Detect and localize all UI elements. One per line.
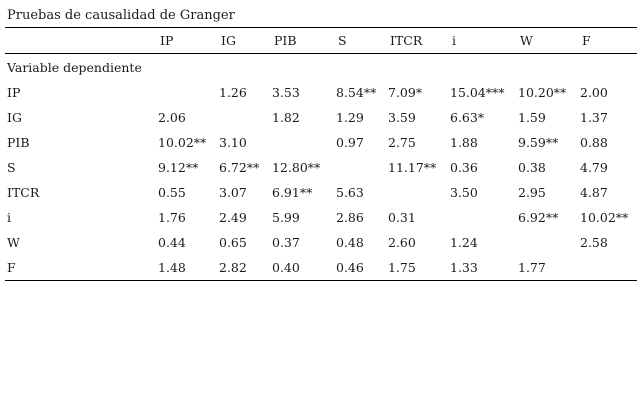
table-cell: 11.17** bbox=[388, 160, 437, 175]
table-row: ITCR 0.55 3.07 6.91** 5.63 3.50 2.95 4.8… bbox=[5, 180, 637, 205]
table-cell: 5.99 bbox=[272, 210, 300, 225]
row-label: W bbox=[7, 235, 20, 250]
table-cell: 2.60 bbox=[388, 235, 416, 250]
table-cell: 6.92** bbox=[518, 210, 559, 225]
col-header: IP bbox=[155, 27, 216, 54]
table-cell: 2.49 bbox=[219, 210, 247, 225]
table-cell: 3.07 bbox=[219, 185, 247, 200]
table-cell: 6.63* bbox=[450, 110, 485, 125]
table-cell: 1.37 bbox=[580, 110, 608, 125]
table-cell: 15.04*** bbox=[450, 85, 505, 100]
table-cell: 8.54** bbox=[336, 85, 377, 100]
row-label: IP bbox=[7, 85, 21, 100]
row-label: IG bbox=[7, 110, 22, 125]
table-cell: 3.59 bbox=[388, 110, 416, 125]
table-cell: 2.95 bbox=[518, 185, 546, 200]
table-cell: 0.55 bbox=[158, 185, 186, 200]
col-header: PIB bbox=[269, 27, 333, 54]
table-cell: 4.87 bbox=[580, 185, 608, 200]
table-row: i 1.76 2.49 5.99 2.86 0.31 6.92** 10.02*… bbox=[5, 205, 637, 230]
table-cell: 0.40 bbox=[269, 255, 333, 281]
table-cell bbox=[155, 80, 216, 105]
col-header: W bbox=[515, 27, 577, 54]
table-cell: 0.38 bbox=[518, 160, 546, 175]
table-cell: 6.72** bbox=[219, 160, 260, 175]
table-cell: 1.75 bbox=[385, 255, 447, 281]
table-cell: 2.86 bbox=[336, 210, 364, 225]
table-row: IP 1.26 3.53 8.54** 7.09* 15.04*** 10.20… bbox=[5, 80, 637, 105]
table-cell: 0.48 bbox=[336, 235, 364, 250]
header-corner bbox=[5, 27, 155, 54]
table-cell: 0.44 bbox=[158, 235, 186, 250]
col-header: S bbox=[333, 27, 385, 54]
table-cell bbox=[515, 230, 577, 255]
table-cell: 2.06 bbox=[158, 110, 186, 125]
row-label: F bbox=[5, 255, 155, 281]
table-cell: 2.82 bbox=[216, 255, 269, 281]
table-cell: 4.79 bbox=[580, 160, 608, 175]
table-cell: 1.24 bbox=[450, 235, 478, 250]
row-label: i bbox=[7, 210, 11, 225]
table-cell: 1.77 bbox=[515, 255, 577, 281]
table-cell: 1.88 bbox=[450, 135, 478, 150]
table-cell bbox=[385, 180, 447, 205]
table-cell: 10.02** bbox=[158, 135, 207, 150]
table-cell: 1.33 bbox=[447, 255, 515, 281]
table-cell: 1.48 bbox=[155, 255, 216, 281]
table-cell: 5.63 bbox=[336, 185, 364, 200]
col-header: i bbox=[447, 27, 515, 54]
row-label: ITCR bbox=[7, 185, 40, 200]
table-cell: 12.80** bbox=[272, 160, 321, 175]
table-cell bbox=[447, 205, 515, 230]
table-cell: 0.37 bbox=[272, 235, 300, 250]
col-header: F bbox=[577, 27, 637, 54]
table-cell bbox=[269, 130, 333, 155]
table-row: W 0.44 0.65 0.37 0.48 2.60 1.24 2.58 bbox=[5, 230, 637, 255]
row-label: S bbox=[7, 160, 16, 175]
table-row: F 1.48 2.82 0.40 0.46 1.75 1.33 1.77 bbox=[5, 255, 637, 281]
table-cell: 1.29 bbox=[336, 110, 364, 125]
table-cell bbox=[333, 155, 385, 180]
table-cell bbox=[216, 105, 269, 130]
granger-table: IP IG PIB S ITCR i W F Variable dependie… bbox=[5, 27, 637, 281]
table-cell: 10.02** bbox=[580, 210, 629, 225]
table-cell: 0.65 bbox=[219, 235, 247, 250]
table-row: PIB 10.02** 3.10 0.97 2.75 1.88 9.59** 0… bbox=[5, 130, 637, 155]
row-label: PIB bbox=[7, 135, 30, 150]
table-row: IG 2.06 1.82 1.29 3.59 6.63* 1.59 1.37 bbox=[5, 105, 637, 130]
table-cell: 1.76 bbox=[158, 210, 186, 225]
table-cell: 6.91** bbox=[272, 185, 313, 200]
granger-table-container: Pruebas de causalidad de Granger IP IG P… bbox=[5, 5, 637, 281]
table-cell: 3.50 bbox=[450, 185, 478, 200]
table-cell: 3.10 bbox=[219, 135, 247, 150]
table-cell: 3.53 bbox=[272, 85, 300, 100]
col-header: ITCR bbox=[385, 27, 447, 54]
table-cell bbox=[577, 255, 637, 281]
table-cell: 1.59 bbox=[518, 110, 546, 125]
table-cell: 9.12** bbox=[158, 160, 199, 175]
table-cell: 2.00 bbox=[580, 85, 608, 100]
table-cell: 9.59** bbox=[518, 135, 559, 150]
table-cell: 7.09* bbox=[388, 85, 423, 100]
table-cell: 0.36 bbox=[450, 160, 478, 175]
table-cell: 1.82 bbox=[272, 110, 300, 125]
table-cell: 1.26 bbox=[219, 85, 247, 100]
col-header: IG bbox=[216, 27, 269, 54]
table-cell: 0.88 bbox=[580, 135, 608, 150]
table-cell: 0.97 bbox=[336, 135, 364, 150]
table-title: Pruebas de causalidad de Granger bbox=[7, 8, 235, 23]
table-cell: 2.58 bbox=[580, 235, 608, 250]
dependent-variable-label: Variable dependiente bbox=[7, 59, 142, 75]
dependent-variable-row: Variable dependiente bbox=[5, 54, 637, 81]
table-cell: 10.20** bbox=[518, 85, 567, 100]
table-row: S 9.12** 6.72** 12.80** 11.17** 0.36 0.3… bbox=[5, 155, 637, 180]
table-cell: 0.31 bbox=[388, 210, 416, 225]
table-cell: 2.75 bbox=[388, 135, 416, 150]
header-row: IP IG PIB S ITCR i W F bbox=[5, 27, 637, 54]
table-cell: 0.46 bbox=[333, 255, 385, 281]
